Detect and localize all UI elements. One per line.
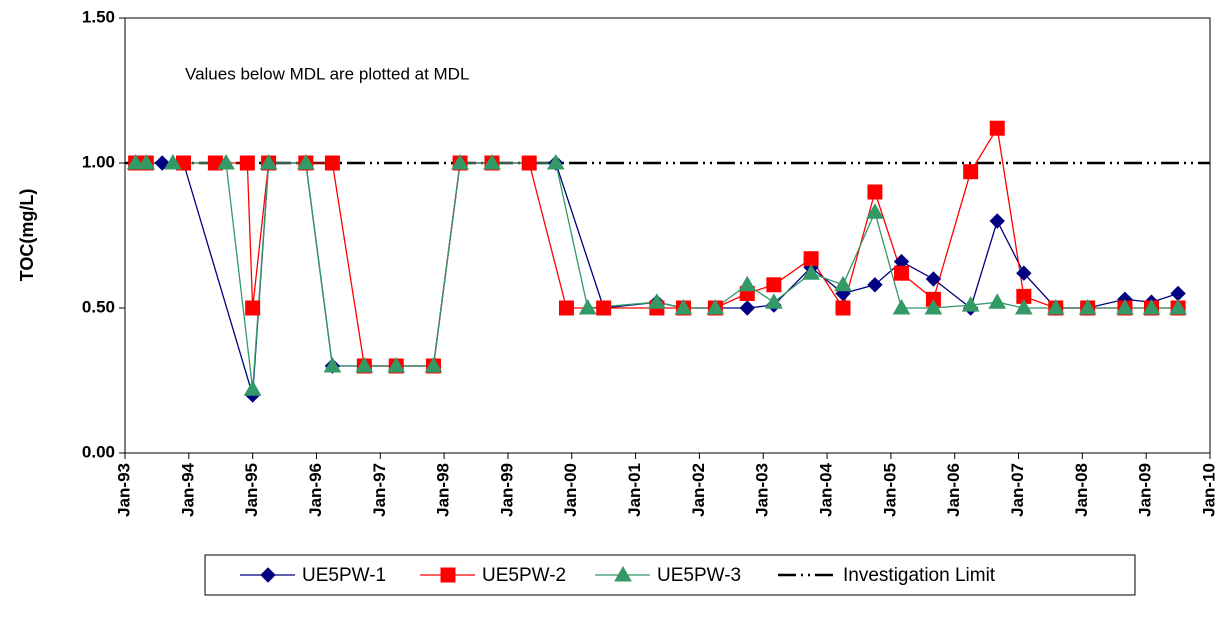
marker	[1016, 265, 1032, 281]
x-tick-label: Jan-04	[817, 462, 836, 516]
marker	[989, 213, 1005, 229]
marker	[766, 277, 782, 293]
marker	[217, 153, 235, 170]
x-tick-label: Jan-09	[1136, 463, 1155, 517]
x-tick-label: Jan-97	[370, 463, 389, 517]
x-tick-label: Jan-98	[434, 463, 453, 517]
marker	[245, 300, 261, 316]
annotation: Values below MDL are plotted at MDL	[185, 64, 469, 83]
marker	[803, 251, 819, 267]
marker	[578, 298, 597, 315]
marker	[137, 153, 156, 170]
x-tick-label: Jan-02	[689, 463, 708, 517]
marker	[1169, 298, 1187, 315]
x-tick-label: Jan-05	[880, 463, 899, 517]
x-tick-label: Jan-01	[625, 463, 644, 517]
x-tick-label: Jan-10	[1199, 463, 1218, 517]
marker	[126, 153, 145, 170]
marker	[739, 300, 755, 316]
x-tick-label: Jan-03	[753, 463, 772, 517]
marker	[355, 356, 374, 373]
marker	[894, 265, 910, 281]
marker	[738, 275, 757, 292]
marker	[867, 277, 883, 293]
marker	[521, 155, 537, 171]
marker	[440, 567, 456, 583]
marker	[296, 153, 315, 170]
y-tick-label: 1.00	[82, 152, 115, 171]
marker	[648, 293, 666, 309]
marker	[1170, 285, 1186, 302]
marker	[924, 298, 943, 315]
marker	[259, 153, 278, 170]
marker	[323, 356, 342, 373]
marker	[1046, 298, 1065, 315]
marker	[1116, 298, 1134, 315]
legend-label: UE5PW-2	[482, 565, 566, 586]
x-tick-label: Jan-96	[306, 463, 325, 517]
marker	[614, 565, 632, 582]
marker	[765, 293, 783, 309]
marker	[866, 203, 884, 219]
marker	[424, 356, 443, 373]
marker	[451, 153, 469, 170]
x-tick-label: Jan-99	[497, 463, 516, 517]
y-axis-label: TOC(mg/L)	[17, 189, 37, 282]
x-tick-label: Jan-00	[561, 463, 580, 517]
marker	[988, 293, 1007, 309]
marker	[706, 298, 725, 315]
marker	[596, 300, 612, 316]
marker	[483, 153, 501, 170]
marker	[1014, 298, 1033, 315]
plot-area	[124, 17, 1211, 454]
y-tick-label: 1.50	[82, 7, 115, 26]
marker	[989, 120, 1005, 136]
legend	[204, 554, 1136, 596]
y-tick-label: 0.50	[82, 297, 115, 316]
marker	[802, 264, 820, 280]
x-tick-label: Jan-06	[944, 463, 963, 517]
marker	[961, 296, 980, 312]
marker	[674, 298, 693, 315]
legend-label: UE5PW-3	[657, 565, 741, 586]
marker	[867, 184, 883, 200]
marker	[1078, 298, 1097, 315]
x-tick-label: Jan-07	[1008, 463, 1027, 517]
marker	[243, 380, 262, 396]
y-tick-label: 0.00	[82, 442, 115, 461]
marker	[835, 300, 851, 316]
marker	[324, 155, 340, 171]
marker	[834, 275, 852, 292]
marker	[892, 298, 911, 315]
x-tick-label: Jan-08	[1072, 463, 1091, 517]
x-tick-label: Jan-95	[242, 463, 261, 517]
x-tick-label: Jan-94	[178, 462, 197, 516]
x-tick-label: Jan-93	[114, 463, 133, 517]
legend-label: Investigation Limit	[843, 565, 996, 586]
marker	[164, 153, 182, 170]
marker	[558, 300, 574, 316]
marker	[546, 153, 565, 170]
marker	[260, 567, 276, 583]
legend-label: UE5PW-1	[302, 565, 386, 586]
marker	[1142, 298, 1161, 315]
marker	[239, 155, 255, 171]
marker	[963, 164, 979, 180]
marker	[387, 356, 406, 373]
marker	[925, 271, 942, 287]
